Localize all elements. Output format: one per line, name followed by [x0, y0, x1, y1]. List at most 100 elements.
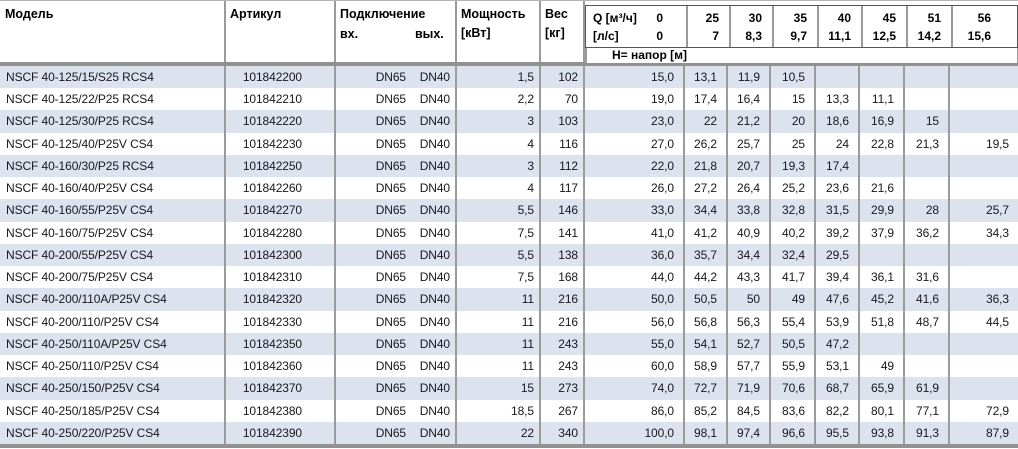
head-value-cell	[905, 154, 950, 178]
weight-cell: 116	[541, 132, 585, 155]
connection-in-cell: DN65	[375, 270, 406, 285]
connection-out-cell: DN40	[410, 66, 457, 89]
head-value-cell: 16,9	[860, 110, 905, 133]
head-value-cell	[950, 88, 1018, 110]
head-value-cell: 60,0	[585, 355, 685, 378]
table-row: NSCF 40-125/22/P25 RCS4 101842210 DN65 DN40…	[0, 88, 1018, 111]
power-cell: 11	[457, 310, 541, 333]
power-unit-label: [кВт]	[461, 26, 491, 40]
model-cell: NSCF 40-160/40/P25V CS4	[0, 177, 226, 200]
head-value-cell: 19,0	[585, 88, 685, 111]
model-cell: NSCF 40-250/220/P25V CS4	[0, 421, 226, 444]
weight-cell: 102	[541, 66, 585, 89]
weight-cell: 168	[541, 266, 585, 289]
power-cell: 15	[457, 377, 541, 400]
power-cell: 7,5	[457, 221, 541, 244]
head-value-cell: 91,3	[905, 421, 950, 444]
head-value-cell: 17,4	[816, 154, 860, 178]
head-value-cell	[950, 155, 1018, 177]
head-value-cell: 36,2	[905, 221, 950, 244]
model-cell: NSCF 40-200/55/P25V CS4	[0, 243, 226, 267]
weight-cell: 146	[541, 199, 585, 222]
head-value-cell: 36,0	[585, 243, 685, 267]
head-value-cell: 83,6	[771, 399, 816, 422]
head-value-cell: 40,9	[728, 221, 771, 244]
head-value-cell: 25,2	[771, 177, 816, 200]
head-value-cell: 21,3	[905, 132, 950, 155]
head-value-cell: 34,4	[685, 199, 728, 222]
flow-column-header: 40 11,1	[817, 6, 861, 47]
head-value-cell: 55,9	[771, 355, 816, 378]
flow-column-header: 35 9,7	[772, 6, 817, 47]
head-value-cell: 44,2	[685, 266, 728, 289]
head-value-cell: 15	[905, 110, 950, 133]
head-value-cell: 50,0	[585, 288, 685, 311]
top-divider-bar	[0, 62, 1018, 66]
head-value-cell: 72,7	[685, 377, 728, 400]
head-value-cell: 39,2	[816, 221, 860, 244]
head-value-cell	[950, 355, 1018, 377]
head-value-cell: 40,2	[771, 221, 816, 244]
connection-out-cell: DN40	[410, 332, 457, 356]
head-value-cell: 41,2	[685, 221, 728, 244]
head-value-cell: 41,0	[585, 221, 685, 244]
head-value-cell: 22	[685, 110, 728, 133]
head-value-cell: 43,3	[728, 266, 771, 289]
column-header-model: Модель	[0, 1, 226, 62]
article-cell: 101842380	[226, 399, 336, 422]
head-value-cell: 17,4	[685, 88, 728, 111]
article-cell: 101842320	[226, 288, 336, 311]
head-value-cell: 77,1	[905, 399, 950, 422]
flow-rate-units-cell: Q [м³/ч] 0 [л/с] 0	[586, 6, 686, 47]
connection-in-cell: DN65	[375, 92, 406, 107]
article-cell: 101842210	[226, 88, 336, 111]
model-cell: NSCF 40-125/40/P25V CS4	[0, 132, 226, 155]
flow-unit-m3h-label: Q [м³/ч]	[593, 11, 637, 25]
head-value-cell: 82,2	[816, 399, 860, 422]
connection-in-cell: DN65	[375, 359, 406, 374]
head-value-cell: 52,7	[728, 332, 771, 356]
article-cell: 101842390	[226, 421, 336, 444]
head-value-cell: 13,3	[816, 88, 860, 111]
head-value-cell: 24	[816, 132, 860, 155]
head-value-cell: 23,0	[585, 110, 685, 133]
head-value-cell: 70,6	[771, 377, 816, 400]
head-pressure-label: Н= напор [м]	[612, 48, 688, 62]
head-value-cell: 36,3	[986, 292, 1009, 307]
table-row: NSCF 40-160/55/P25V CS4 101842270 DN65 DN40…	[0, 199, 1018, 222]
head-value-cell: 11,9	[728, 66, 771, 89]
head-value-cell	[860, 243, 905, 267]
head-value-cell: 65,9	[860, 377, 905, 400]
model-cell: NSCF 40-250/110/P25V CS4	[0, 355, 226, 378]
model-cell: NSCF 40-125/22/P25 RCS4	[0, 88, 226, 111]
head-value-cell: 95,5	[816, 421, 860, 444]
head-value-cell: 47,6	[816, 288, 860, 311]
head-value-cell: 68,7	[816, 377, 860, 400]
head-value-cell: 27,2	[685, 177, 728, 200]
weight-cell: 141	[541, 221, 585, 244]
model-cell: NSCF 40-125/15/S25 RCS4	[0, 66, 226, 89]
head-value-cell: 61,9	[905, 377, 950, 400]
head-value-cell: 39,4	[816, 266, 860, 289]
head-value-cell: 22,8	[860, 132, 905, 155]
article-cell: 101842260	[226, 177, 336, 200]
head-value-cell: 11,1	[860, 88, 905, 111]
weight-cell: 267	[541, 399, 585, 422]
connection-in-cell: DN65	[375, 70, 406, 84]
head-value-cell: 96,6	[771, 421, 816, 444]
model-header-label: Модель	[5, 7, 54, 21]
head-value-cell: 93,8	[860, 421, 905, 444]
head-value-cell: 71,9	[728, 377, 771, 400]
table-header: Модель Артикул Подключение вх. вых. Мощн…	[0, 0, 1018, 63]
weight-header-label: Вес	[545, 7, 568, 21]
head-value-cell: 57,7	[728, 355, 771, 378]
table-row: NSCF 40-250/110/P25V CS4 101842360 DN65 DN4…	[0, 355, 1018, 378]
flow-unit-ls-label: [л/с]	[593, 29, 619, 43]
head-value-cell: 100,0	[585, 421, 685, 444]
flow-rate-header-box: Q [м³/ч] 0 [л/с] 0 25 7 30 8,3 35 9,7 40 11,1 45…	[585, 5, 1018, 48]
connection-out-header-label: вых.	[415, 27, 444, 41]
head-value-cell: 15	[771, 88, 816, 111]
article-cell: 101842360	[226, 355, 336, 378]
head-value-cell: 25	[771, 132, 816, 155]
head-value-cell: 86,0	[585, 399, 685, 422]
